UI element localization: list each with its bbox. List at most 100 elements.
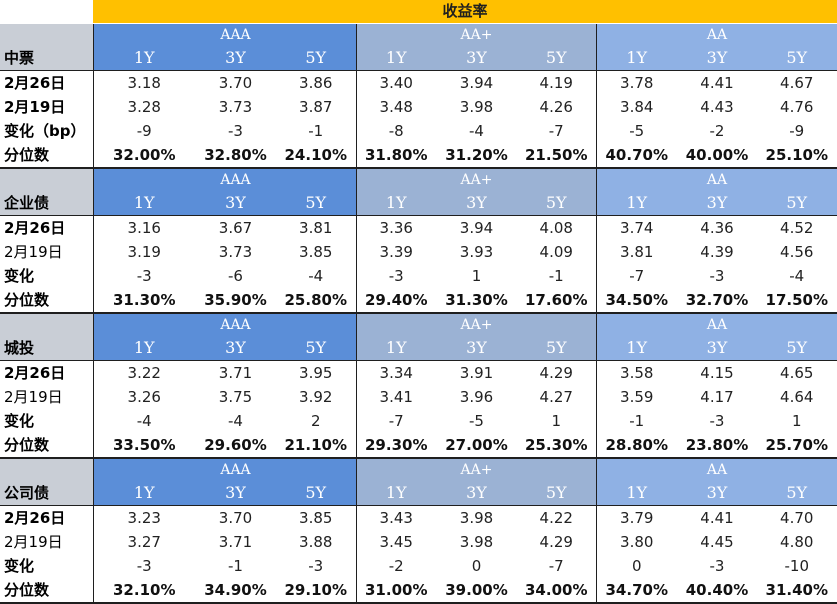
table-cell: 4.19 [517, 70, 597, 95]
table-cell: 3.41 [379, 387, 413, 406]
table-cell: 3.96 [459, 387, 494, 406]
table-cell: 25.80% [276, 288, 357, 314]
table-cell: 3.85 [276, 240, 357, 264]
row-label: 分位数 [0, 578, 94, 604]
tenor-header-cell: 1Y [356, 46, 436, 71]
table-cell: 4.64 [757, 385, 837, 409]
table-cell: 32.00% [93, 143, 195, 169]
table-cell: -4 [276, 264, 357, 288]
rating-header-cell [757, 168, 837, 191]
section-name: 中票 [0, 46, 94, 71]
rating-header-cell: AA+ [436, 458, 517, 481]
table-cell: -1 [228, 556, 243, 575]
table-cell: 29.30% [356, 433, 436, 459]
table-cell: 25.70% [757, 433, 837, 459]
table-row: 变化（bp） -9 -3 -1 -8 -4 -7 -5 -2 -9 [0, 119, 837, 143]
table-cell: 4.22 [517, 505, 597, 530]
rating-header-cell [276, 23, 357, 46]
rating-header-cell [93, 23, 195, 46]
row-label: 分位数 [0, 143, 94, 169]
table-cell: -4 [757, 264, 837, 288]
table-cell: 3.73 [218, 97, 253, 116]
rating-header-cell: AAA [195, 23, 276, 46]
table-row: 2月19日 3.26 3.75 3.92 3.41 3.96 4.27 3.59 4.17 4.6… [0, 385, 837, 409]
rating-header-cell [93, 313, 195, 336]
section-header-blank [0, 458, 94, 481]
table-cell: 31.80% [356, 143, 436, 169]
table-row: 2月26日 3.22 3.71 3.95 3.34 3.91 4.29 3.58 4.15 4.6… [0, 360, 837, 385]
table-cell: -8 [388, 121, 404, 140]
table-cell: -10 [757, 554, 837, 578]
section-header-blank [0, 168, 94, 191]
tenor-header-cell: 3Y [436, 46, 517, 71]
table-cell: -4 [228, 411, 243, 430]
table-cell: -3 [709, 266, 725, 285]
table-cell: 3.19 [127, 242, 161, 261]
table-cell: 4.09 [517, 240, 597, 264]
row-label: 2月19日 [0, 95, 94, 119]
rating-header-cell [517, 23, 597, 46]
table-cell: -3 [228, 121, 243, 140]
table-cell: 3.58 [620, 363, 654, 382]
row-label: 2月26日 [0, 360, 94, 385]
row-label: 变化 [0, 554, 94, 578]
tenor-header-cell: 1Y [356, 191, 436, 216]
table-cell: 4.27 [517, 385, 597, 409]
tenor-header-cell: 1Y [596, 336, 677, 361]
rating-header-cell [356, 313, 436, 336]
rating-header-cell: AAA [195, 313, 276, 336]
row-label: 变化（bp） [0, 119, 94, 143]
table-cell: 34.00% [517, 578, 597, 604]
tenor-header-cell: 5Y [276, 336, 357, 361]
table-cell: 32.10% [93, 578, 195, 604]
rating-header-cell [517, 168, 597, 191]
table-cell: 3.80 [620, 532, 654, 551]
table-row: 分位数 32.10% 34.90% 29.10% 31.00% 39.00% 34.00% 3… [0, 578, 837, 604]
table-cell: 4.08 [517, 215, 597, 240]
tenor-header-cell: 3Y [677, 191, 757, 216]
table-cell: -2 [388, 556, 404, 575]
table-row: 2月19日 3.28 3.73 3.87 3.48 3.98 4.26 3.84 4.43 4.7… [0, 95, 837, 119]
table-cell: 1 [471, 266, 482, 285]
table-cell: 32.80% [195, 143, 276, 169]
table-cell: -9 [136, 121, 152, 140]
table-cell: 3.40 [379, 73, 413, 92]
rating-header-cell [757, 23, 837, 46]
table-cell: -4 [469, 121, 484, 140]
table-cell: 4.80 [757, 530, 837, 554]
table-cell: 3.71 [218, 532, 253, 551]
table-cell: 34.90% [195, 578, 276, 604]
table-cell: 29.60% [195, 433, 276, 459]
table-cell: 3.28 [127, 97, 161, 116]
section-tenor-row: 中票 1Y 3Y 5Y 1Y 3Y 5Y 1Y 3Y 5Y [0, 46, 837, 71]
rating-header-cell [596, 458, 677, 481]
table-row: 分位数 33.50% 29.60% 21.10% 29.30% 27.00% 25.30% 2… [0, 433, 837, 459]
tenor-header-cell: 3Y [436, 336, 517, 361]
rating-header-cell: AA [677, 313, 757, 336]
table-row: 2月19日 3.27 3.71 3.88 3.45 3.98 4.29 3.80 4.45 4.8… [0, 530, 837, 554]
table-cell: 27.00% [436, 433, 517, 459]
table-cell: 3.98 [459, 532, 494, 551]
table-cell: 4.43 [700, 97, 734, 116]
table-cell: 3.81 [276, 215, 357, 240]
tenor-header-cell: 1Y [356, 336, 436, 361]
tenor-header-cell: 3Y [677, 336, 757, 361]
table-cell: 4.41 [700, 508, 734, 527]
table-cell: 4.52 [757, 215, 837, 240]
table-cell: 3.59 [620, 387, 654, 406]
section-rating-row: AAA AA+ AA [0, 168, 837, 191]
table-cell: 4.70 [757, 505, 837, 530]
tenor-header-cell: 5Y [517, 191, 597, 216]
table-cell: 3.39 [379, 242, 413, 261]
table-cell: 3.71 [218, 363, 253, 382]
tenor-header-cell: 5Y [517, 481, 597, 506]
table-cell: 1 [757, 409, 837, 433]
table-cell: 3.85 [276, 505, 357, 530]
table-cell: 3.75 [218, 387, 253, 406]
tenor-header-cell: 5Y [757, 336, 837, 361]
section-rating-row: AAA AA+ AA [0, 458, 837, 481]
section-name: 公司债 [0, 481, 94, 506]
table-cell: 34.50% [596, 288, 677, 314]
table-cell: 4.76 [757, 95, 837, 119]
row-label: 2月19日 [0, 240, 94, 264]
